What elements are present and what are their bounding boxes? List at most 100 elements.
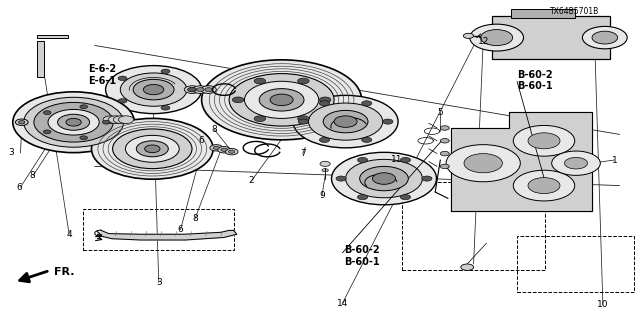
Circle shape <box>513 170 575 201</box>
Circle shape <box>136 141 168 157</box>
Circle shape <box>463 33 474 38</box>
Text: B-60-1: B-60-1 <box>344 257 380 267</box>
Circle shape <box>401 195 411 200</box>
Circle shape <box>552 151 600 175</box>
Circle shape <box>188 88 196 92</box>
Circle shape <box>440 126 449 130</box>
Polygon shape <box>451 112 592 211</box>
Circle shape <box>513 125 575 156</box>
Text: 1: 1 <box>612 156 617 164</box>
Text: 7: 7 <box>300 149 305 158</box>
Bar <box>402 182 545 270</box>
Text: 6: 6 <box>199 136 204 145</box>
Text: B-60-1: B-60-1 <box>517 81 553 92</box>
Circle shape <box>106 66 202 114</box>
Circle shape <box>464 154 502 173</box>
Circle shape <box>201 86 216 93</box>
Circle shape <box>336 176 346 181</box>
Circle shape <box>24 97 124 147</box>
Circle shape <box>298 116 309 122</box>
Text: 4: 4 <box>67 230 72 239</box>
Text: 10: 10 <box>597 300 609 309</box>
Bar <box>492 16 610 59</box>
Circle shape <box>48 109 99 135</box>
Circle shape <box>225 148 238 155</box>
Text: TX64B5701B: TX64B5701B <box>550 7 600 16</box>
Circle shape <box>196 88 204 92</box>
Circle shape <box>319 101 330 106</box>
Circle shape <box>360 166 408 191</box>
Circle shape <box>323 110 368 133</box>
Circle shape <box>357 195 368 200</box>
Circle shape <box>346 159 422 198</box>
Circle shape <box>232 97 244 103</box>
Bar <box>37 41 44 77</box>
Bar <box>37 35 68 38</box>
Text: 11: 11 <box>391 155 403 164</box>
Circle shape <box>118 76 127 81</box>
Circle shape <box>383 119 393 124</box>
Circle shape <box>440 164 449 169</box>
Circle shape <box>470 24 524 51</box>
Bar <box>83 209 234 250</box>
Circle shape <box>582 27 627 49</box>
Circle shape <box>440 139 449 143</box>
Circle shape <box>564 157 588 169</box>
Circle shape <box>210 145 223 151</box>
Circle shape <box>446 145 520 182</box>
Circle shape <box>259 89 304 111</box>
Circle shape <box>334 116 357 127</box>
Bar <box>517 236 634 292</box>
Circle shape <box>66 118 81 126</box>
Circle shape <box>15 119 28 125</box>
Circle shape <box>357 157 368 163</box>
Circle shape <box>229 74 334 126</box>
Circle shape <box>80 136 88 140</box>
Circle shape <box>254 78 266 84</box>
Circle shape <box>332 152 436 205</box>
Circle shape <box>481 30 513 46</box>
Text: 5: 5 <box>438 108 443 116</box>
Polygon shape <box>101 230 237 240</box>
Circle shape <box>118 116 134 124</box>
Circle shape <box>113 129 192 169</box>
Circle shape <box>320 161 330 166</box>
Circle shape <box>102 120 110 124</box>
Text: 8: 8 <box>193 214 198 223</box>
Circle shape <box>92 118 213 179</box>
Text: B-60-2: B-60-2 <box>344 245 380 255</box>
Text: 14: 14 <box>337 299 348 308</box>
Circle shape <box>34 102 113 142</box>
Circle shape <box>218 147 230 153</box>
Circle shape <box>422 176 432 181</box>
Text: 8: 8 <box>29 171 35 180</box>
Circle shape <box>103 116 118 124</box>
Circle shape <box>125 135 179 162</box>
Circle shape <box>461 264 474 270</box>
Circle shape <box>592 31 618 44</box>
Circle shape <box>322 169 328 172</box>
Circle shape <box>108 116 124 124</box>
Text: B-60-2: B-60-2 <box>517 70 553 80</box>
Circle shape <box>528 133 560 149</box>
Text: 2: 2 <box>249 176 254 185</box>
Bar <box>511 9 575 18</box>
Circle shape <box>270 94 293 106</box>
Circle shape <box>228 150 235 153</box>
Circle shape <box>145 145 160 153</box>
Text: E-6-2: E-6-2 <box>88 64 116 74</box>
Circle shape <box>44 111 51 115</box>
Circle shape <box>205 88 212 92</box>
Circle shape <box>319 97 331 103</box>
Circle shape <box>202 60 362 140</box>
Circle shape <box>221 148 227 151</box>
Circle shape <box>19 121 25 124</box>
Circle shape <box>193 86 208 93</box>
Text: FR.: FR. <box>54 267 75 277</box>
Circle shape <box>58 114 90 130</box>
Circle shape <box>213 146 220 149</box>
Text: 6: 6 <box>178 225 183 234</box>
Circle shape <box>184 86 200 93</box>
Circle shape <box>298 78 309 84</box>
Text: 3: 3 <box>156 278 161 287</box>
